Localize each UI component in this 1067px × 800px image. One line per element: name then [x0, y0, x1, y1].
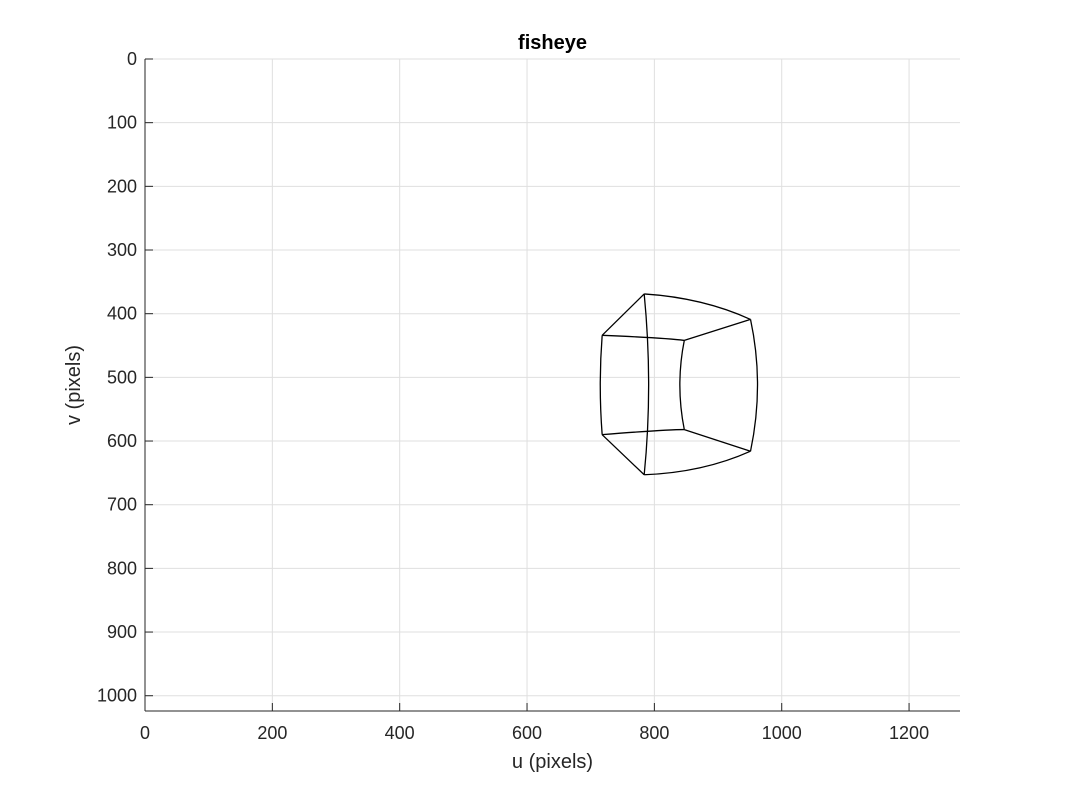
axes: [144, 59, 960, 712]
x-tick-label: 200: [257, 723, 287, 743]
cube-edge: [601, 293, 645, 336]
y-tick-label: 600: [107, 431, 137, 451]
x-tick-label: 600: [512, 723, 542, 743]
y-tick-label: 500: [107, 367, 137, 387]
y-tick-label: 300: [107, 240, 137, 260]
y-tick-label: 800: [107, 558, 137, 578]
x-axis-label: u (pixels): [512, 751, 593, 773]
y-tick-label: 100: [107, 113, 137, 133]
x-ticks: 0 200 400 600 800 1000 1200: [140, 703, 929, 743]
cube-edge: [684, 318, 751, 342]
cube-edge: [602, 334, 685, 342]
cube-edge: [679, 340, 685, 430]
cube-edge: [601, 434, 645, 476]
x-tick-label: 1200: [889, 723, 929, 743]
y-tick-label: 700: [107, 495, 137, 515]
cube-edge: [749, 319, 759, 452]
chart-title: fisheye: [518, 32, 587, 54]
y-tick-label: 900: [107, 622, 137, 642]
cube-edge: [602, 428, 685, 436]
x-tick-label: 1000: [762, 723, 802, 743]
y-axis-label: v (pixels): [63, 345, 85, 425]
y-tick-label: 200: [107, 176, 137, 196]
cube-edge: [684, 428, 751, 452]
x-tick-label: 800: [639, 723, 669, 743]
cube-edge: [643, 293, 650, 475]
x-tick-label: 400: [385, 723, 415, 743]
cube-wireframe: [599, 293, 759, 476]
y-ticks: 0 100 200 300 400 500 600 700 800 900 1000: [97, 49, 153, 706]
cube-edge: [644, 450, 751, 476]
y-tick-label: 1000: [97, 686, 137, 706]
grid-lines: [144, 58, 960, 711]
cube-edge: [644, 293, 751, 321]
y-tick-label: 0: [127, 49, 137, 69]
x-tick-label: 0: [140, 723, 150, 743]
cube-edge: [599, 335, 603, 435]
y-tick-label: 400: [107, 304, 137, 324]
